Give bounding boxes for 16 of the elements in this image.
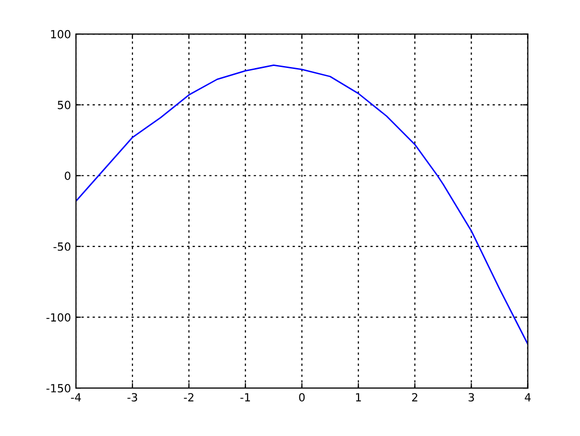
x-tick-label: 1 — [356, 393, 361, 402]
y-tick-label: 0 — [64, 172, 70, 180]
x-tick-label: 3 — [468, 393, 474, 402]
y-tick-label: -150 — [46, 384, 70, 392]
line-series — [76, 64, 528, 345]
y-tick-label: 100 — [51, 30, 70, 38]
x-tick-label: -2 — [184, 393, 194, 402]
x-tick-label: 4 — [524, 393, 531, 402]
x-tick-label: -3 — [127, 393, 138, 402]
x-tick-label: -1 — [240, 393, 250, 402]
x-tick-label: 2 — [412, 393, 418, 402]
x-tick-label: -4 — [70, 393, 81, 402]
y-tick-label: -100 — [46, 313, 70, 322]
y-tick-label: -50 — [54, 242, 70, 251]
x-tick-label: 0 — [299, 393, 305, 402]
y-tick-label: 50 — [58, 100, 70, 110]
